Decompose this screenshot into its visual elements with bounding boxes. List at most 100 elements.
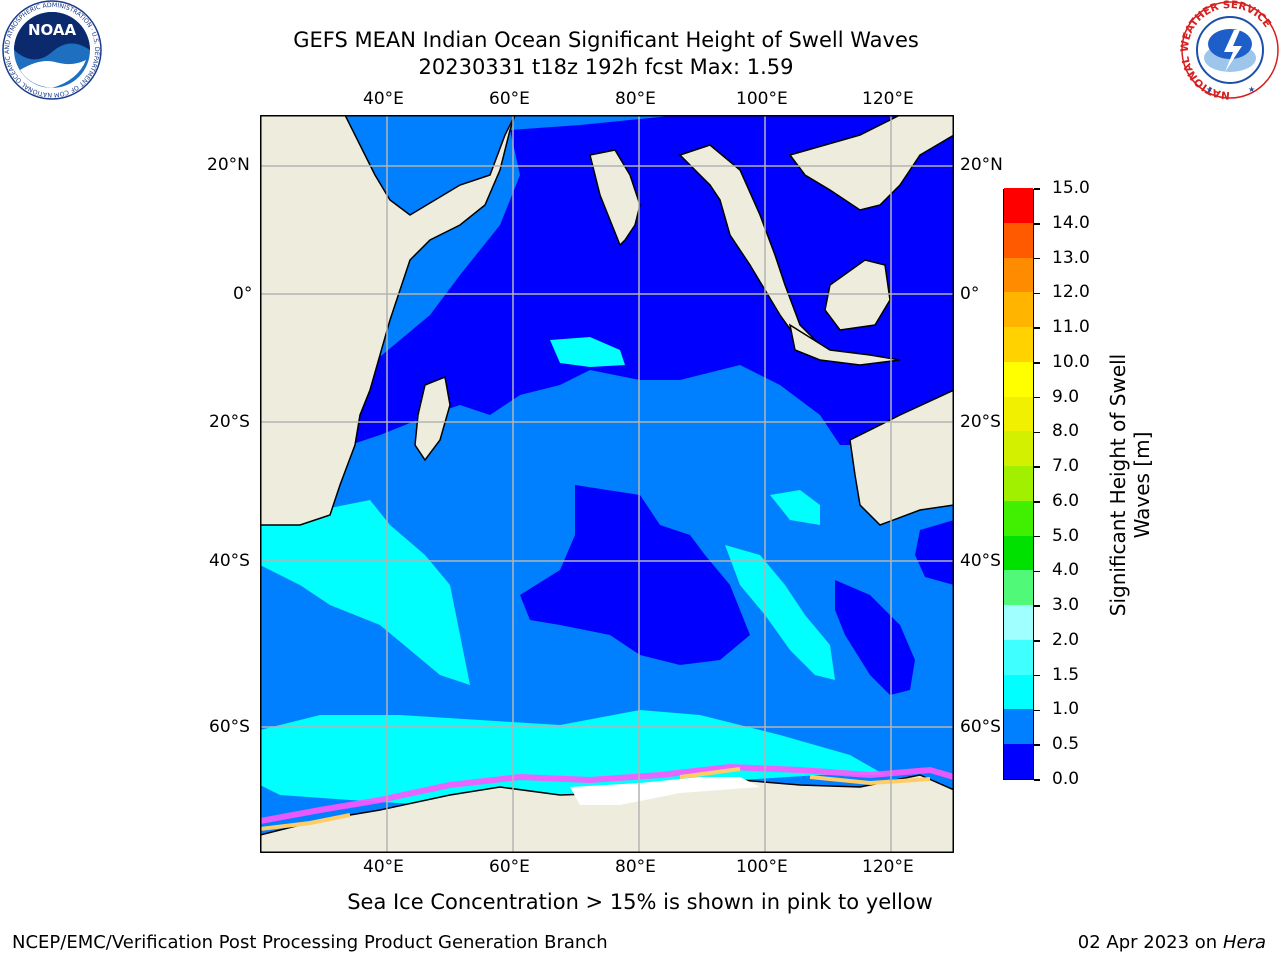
colorbar-tick-label: 14.0 [1052, 212, 1090, 233]
colorbar-segment [1004, 744, 1033, 779]
colorbar-segment [1004, 187, 1033, 223]
map-border [260, 115, 954, 853]
colorbar-title-line2: Waves [m] [1130, 431, 1154, 539]
colorbar-tick [1034, 223, 1040, 225]
colorbar [1003, 187, 1034, 780]
colorbar-segment [1004, 500, 1033, 536]
colorbar-title: Significant Height of Swell Waves [m] [1106, 354, 1154, 616]
lat-label-right-0: 0° [960, 284, 980, 304]
map-gridlines [260, 115, 954, 853]
cyan-swell-west [260, 500, 470, 685]
colorbar-tick [1034, 396, 1040, 399]
colorbar-tick-label: 15.0 [1052, 178, 1090, 198]
colorbar-tick-label: 0.0 [1052, 769, 1080, 789]
low-swell-east-region [835, 580, 915, 695]
chart-title: GEFS MEAN Indian Ocean Significant Heigh… [293, 28, 919, 52]
colorbar-tick-label: 3.0 [1052, 595, 1080, 616]
colorbar-segment [1004, 396, 1033, 432]
land-borneo [824, 259, 891, 331]
sea-ice-yellow-edge [260, 767, 931, 831]
colorbar-tick-label: 7.0 [1052, 456, 1080, 477]
lat-label-left-20s: 20°S [209, 412, 250, 432]
colorbar-tick [1034, 431, 1040, 434]
sea-ice-fill [570, 777, 760, 805]
colorbar-segment [1004, 361, 1033, 397]
lon-label-top-60e: 60°E [489, 89, 530, 109]
colorbar-segment [1004, 639, 1033, 675]
lat-label-left-20n: 20°N [207, 155, 250, 175]
footer-right: 02 Apr 2023 on Hera [1078, 932, 1266, 953]
colorbar-tick-label: 0.5 [1052, 734, 1080, 755]
nws-logo: NATIONAL WEATHER SERVICE ★ ★ [1180, 0, 1279, 100]
colorbar-tick-label: 11.0 [1052, 317, 1090, 338]
land-australia [849, 389, 954, 526]
chart-subtitle: 20230331 t18z 192h fcst Max: 1.59 [418, 55, 794, 79]
sea-ice-edge [260, 763, 954, 824]
svg-text:★: ★ [1206, 85, 1213, 94]
colorbar-tick-label: 9.0 [1052, 386, 1080, 407]
colorbar-segment [1004, 604, 1033, 640]
lon-label-bottom-40e: 40°E [363, 857, 404, 877]
cyan-swell-center-patch [550, 337, 625, 367]
colorbar-tick [1034, 640, 1040, 642]
colorbar-segment [1004, 570, 1033, 606]
noaa-logo-text: NOAA [28, 21, 77, 39]
colorbar-tick-label: 13.0 [1052, 247, 1090, 268]
land-madagascar [414, 375, 451, 462]
colorbar-segment [1004, 257, 1033, 293]
colorbar-tick-label: 6.0 [1052, 490, 1080, 511]
lon-label-bottom-100e: 100°E [736, 857, 788, 877]
sea-ice-note: Sea Ice Concentration > 15% is shown in … [347, 890, 933, 914]
lon-label-top-80e: 80°E [615, 89, 656, 109]
cyan-swell-east-patch [770, 490, 820, 525]
colorbar-segment [1004, 674, 1033, 710]
low-swell-north-region [340, 115, 954, 445]
colorbar-segment [1004, 431, 1033, 467]
colorbar-tick-label: 1.5 [1052, 664, 1080, 685]
colorbar-segment [1004, 222, 1033, 258]
colorbar-tick [1034, 779, 1040, 781]
lat-label-right-40s: 40°S [960, 551, 1001, 571]
low-swell-central-region [520, 485, 750, 665]
lat-label-left-40s: 40°S [209, 551, 250, 571]
colorbar-tick [1034, 605, 1040, 607]
colorbar-title-line1: Significant Height of Swell [1106, 353, 1130, 617]
colorbar-tick-label: 10.0 [1052, 351, 1090, 372]
lon-label-bottom-120e: 120°E [862, 857, 914, 877]
cyan-swell-south [260, 710, 885, 805]
lat-label-right-20n: 20°N [960, 155, 1003, 175]
colorbar-tick [1034, 188, 1040, 190]
lat-label-right-20s: 20°S [960, 412, 1001, 432]
colorbar-tick-label: 4.0 [1052, 560, 1080, 581]
low-swell-east-edge [915, 520, 954, 585]
colorbar-tick [1034, 744, 1040, 746]
cyan-swell-east-band [725, 545, 835, 680]
lat-label-left-0: 0° [233, 284, 253, 304]
lat-label-left-60s: 60°S [209, 717, 250, 737]
footer-date: 02 Apr 2023 on [1077, 932, 1223, 953]
colorbar-tick [1034, 535, 1040, 538]
colorbar-segment [1004, 535, 1033, 571]
colorbar-tick [1034, 709, 1040, 712]
noaa-logo: NATIONAL OCEANIC AND ATMOSPHERIC ADMINIS… [0, 0, 102, 100]
lon-label-top-120e: 120°E [862, 89, 914, 109]
colorbar-tick [1034, 501, 1040, 503]
colorbar-tick [1034, 292, 1040, 295]
map-plot-area [260, 115, 954, 853]
colorbar-tick-label: 2.0 [1052, 629, 1080, 650]
colorbar-tick [1034, 570, 1040, 573]
lon-label-top-100e: 100°E [736, 89, 788, 109]
colorbar-segment [1004, 465, 1033, 501]
lat-label-right-60s: 60°S [960, 717, 1001, 737]
colorbar-tick [1034, 362, 1040, 364]
colorbar-tick-label: 12.0 [1052, 282, 1090, 303]
land-sumatra-java [788, 323, 901, 366]
colorbar-tick [1034, 674, 1040, 677]
footer-left: NCEP/EMC/Verification Post Processing Pr… [12, 932, 608, 953]
colorbar-tick-label: 5.0 [1052, 525, 1080, 546]
footer-host: Hera [1222, 932, 1266, 953]
colorbar-tick [1034, 327, 1040, 329]
lon-label-bottom-60e: 60°E [489, 857, 530, 877]
colorbar-segment [1004, 292, 1033, 328]
colorbar-tick [1034, 466, 1040, 468]
